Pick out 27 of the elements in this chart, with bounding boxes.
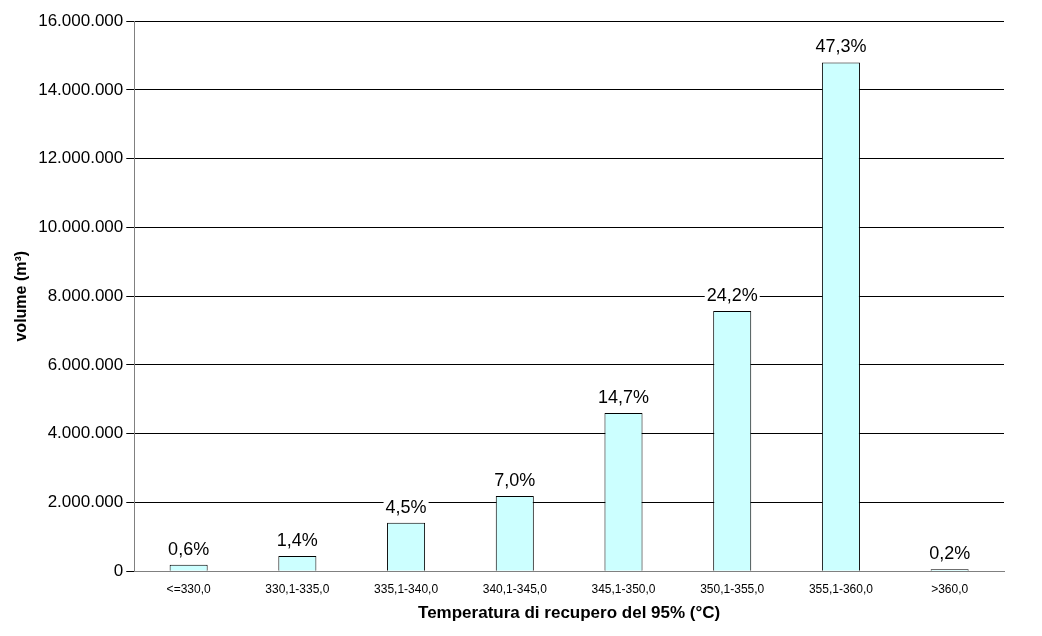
x-tick-label: 330,1-335,0 bbox=[265, 581, 330, 596]
y-tick-label: 12.000.000 bbox=[38, 148, 124, 168]
y-tick-label: 6.000.000 bbox=[47, 354, 124, 374]
annotation: 1,4% bbox=[276, 530, 318, 551]
y-tick-label: 4.000.000 bbox=[47, 423, 124, 443]
annotation: 4,5% bbox=[385, 496, 427, 517]
y-axis-title: volume (m³) bbox=[12, 250, 30, 342]
y-tick-label: 0 bbox=[113, 560, 124, 580]
y-tick-label: 8.000.000 bbox=[47, 285, 124, 305]
annotation: 14,7% bbox=[597, 387, 650, 408]
annotation: 24,2% bbox=[706, 284, 758, 305]
annotation: 0,6% bbox=[168, 538, 210, 559]
x-tick-label: >360,0 bbox=[931, 581, 969, 596]
annotation: 0,2% bbox=[929, 543, 971, 564]
y-tick-label: 10.000.000 bbox=[38, 217, 124, 237]
y-tick-label: 2.000.000 bbox=[47, 492, 124, 512]
x-tick-label: 335,1-340,0 bbox=[374, 581, 439, 596]
annotation: 47,3% bbox=[815, 36, 867, 57]
annotation: 7,0% bbox=[494, 469, 536, 490]
x-tick-label: 340,1-345,0 bbox=[482, 581, 548, 596]
y-tick-label: 14.000.000 bbox=[38, 79, 124, 99]
x-axis-title: Temperatura di recupero del 95% (°C) bbox=[418, 603, 721, 623]
x-tick-label: 355,1-360,0 bbox=[808, 581, 874, 596]
y-tick-label: 16.000.000 bbox=[38, 10, 124, 30]
x-tick-label: 350,1-355,0 bbox=[700, 581, 765, 596]
x-tick-label: 345,1-350,0 bbox=[591, 581, 656, 596]
x-tick-label: <=330,0 bbox=[166, 581, 211, 596]
